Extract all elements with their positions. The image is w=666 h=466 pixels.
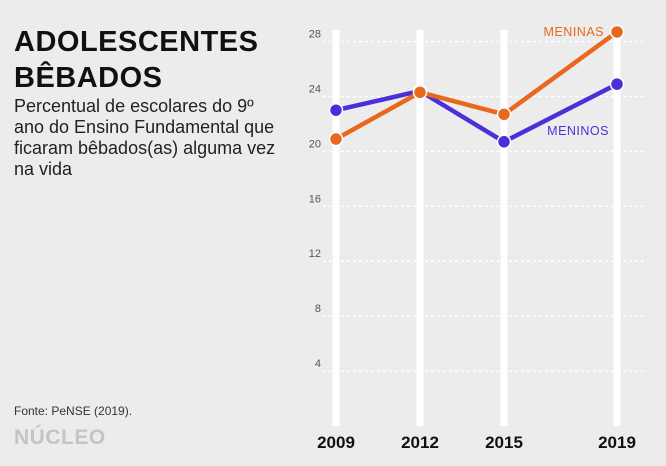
y-tick-label: 8: [315, 303, 321, 315]
x-tick-label: 2019: [598, 433, 636, 452]
y-tick-label: 12: [309, 248, 321, 260]
y-tick-label: 16: [309, 193, 321, 205]
y-tick-label: 28: [309, 29, 321, 41]
source-note: Fonte: PeNSE (2019).: [14, 404, 133, 418]
x-tick-label: 2015: [485, 433, 523, 452]
series-line-meninos: [333, 81, 620, 145]
chart-labels: 4 8 12 16 20 24 28 2009 2012 2015 2019 MENINAS MENIN…: [309, 25, 636, 452]
data-point-meninas-2009: [328, 131, 344, 147]
chart-title: ADOLESCENTES BÊBADOS: [14, 26, 259, 94]
data-point-meninos-2009: [328, 102, 344, 118]
data-point-meninas-2012: [412, 85, 428, 100]
nucleo-logo: NÚCLEO: [14, 426, 106, 449]
data-point-meninas-2019: [609, 24, 625, 40]
y-tick-label: 20: [309, 138, 321, 150]
y-tick-label: 4: [315, 358, 321, 370]
data-point-meninos-2019: [609, 76, 625, 92]
x-tick-label: 2009: [317, 433, 355, 452]
series-label-meninas: MENINAS: [544, 25, 604, 39]
series-line-meninas: [333, 29, 620, 142]
series-lines: [333, 29, 620, 145]
data-point-meninos-2015: [496, 134, 512, 150]
data-point-meninas-2015: [496, 107, 512, 122]
series-points: [328, 24, 625, 150]
series-label-meninos: MENINOS: [547, 124, 609, 138]
chart-subtitle: Percentual de escolares do 9º ano do Ens…: [14, 96, 276, 179]
y-tick-label: 24: [309, 83, 321, 95]
x-tick-label: 2012: [401, 433, 439, 452]
grid-layer: [323, 30, 645, 426]
